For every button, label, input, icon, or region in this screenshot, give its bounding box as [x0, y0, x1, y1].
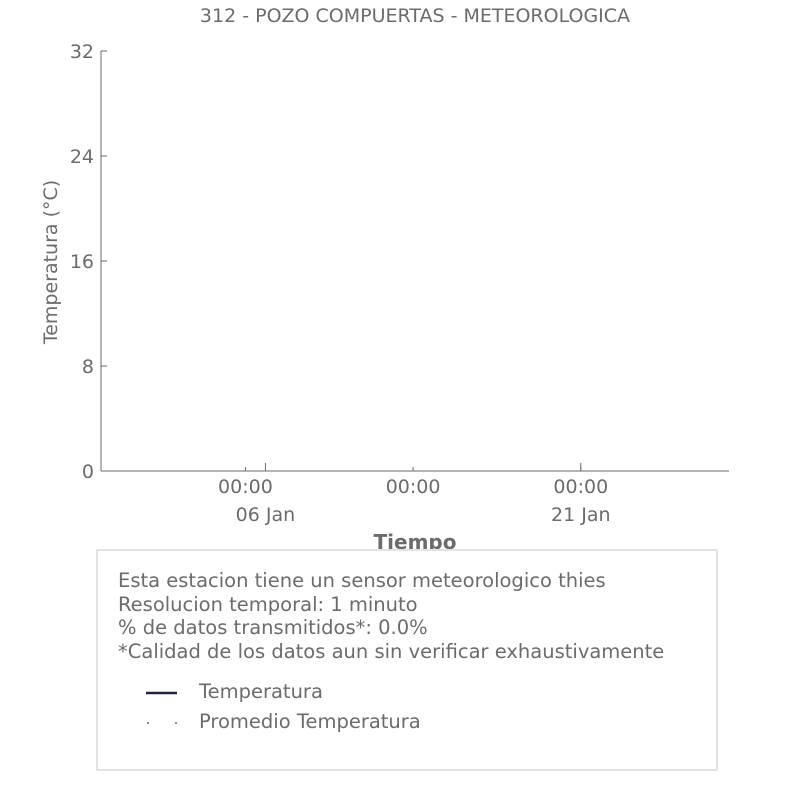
x-axis: 00:00 06 Jan 00:00 00:00 21 Jan [101, 463, 729, 526]
y-axis: 0 8 16 24 32 [70, 41, 107, 483]
y-tick-label: 24 [70, 146, 94, 168]
info-line-quality: *Calidad de los datos aun sin verificar … [118, 639, 665, 663]
x-tick-label-date: 06 Jan [236, 504, 296, 526]
x-tick-label-time: 00:00 [386, 476, 441, 498]
chart-title: 312 - POZO COMPUERTAS - METEOROLOGICA [200, 5, 630, 27]
legend-info-box: Esta estacion tiene un sensor meteorolog… [96, 549, 718, 771]
station-info: Esta estacion tiene un sensor meteorolog… [118, 569, 664, 663]
legend-label-temperatura: Temperatura [199, 680, 323, 703]
legend-label-promedio: Promedio Temperatura [199, 710, 421, 733]
y-tick-label: 8 [82, 356, 94, 378]
x-tick-label-date: 21 Jan [551, 504, 611, 526]
x-axis-label: Tiempo [374, 530, 457, 550]
legend-dots-icon [147, 722, 177, 724]
y-tick-label: 32 [70, 41, 94, 63]
x-tick-label-time: 00:00 [553, 476, 608, 498]
y-axis-label: Temperatura (°C) [40, 180, 62, 345]
x-tick-label-time: 00:00 [218, 476, 273, 498]
info-line-sensor: Esta estacion tiene un sensor meteorolog… [118, 569, 606, 592]
info-line-transmitted: % de datos transmitidos*: 0.0% [118, 616, 428, 639]
info-line-resolution: Resolucion temporal: 1 minuto [118, 592, 418, 616]
chart: 312 - POZO COMPUERTAS - METEOROLOGICA 0 8… [40, 5, 729, 550]
y-tick-label: 16 [70, 251, 94, 273]
legend-line-icon [146, 691, 177, 695]
y-tick-label: 0 [82, 461, 94, 483]
